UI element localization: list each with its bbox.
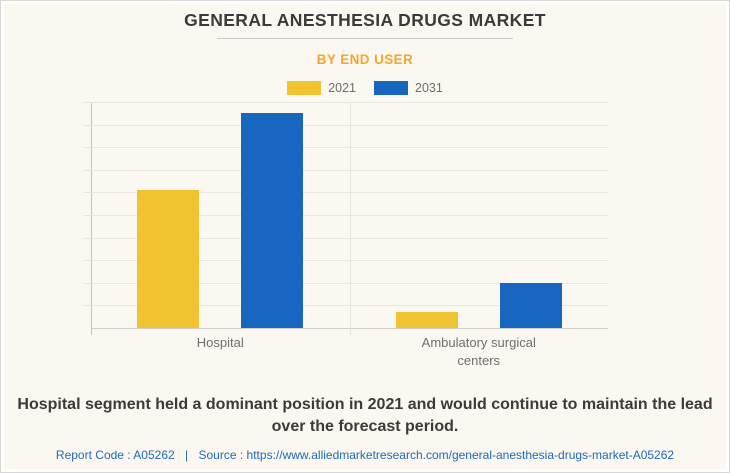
gridline bbox=[83, 124, 608, 126]
gridline bbox=[83, 282, 608, 284]
plot-area bbox=[83, 102, 608, 335]
gridline bbox=[83, 305, 608, 307]
legend-swatch-2021 bbox=[287, 81, 322, 95]
legend-item-2021[interactable]: 2021 bbox=[287, 81, 356, 95]
legend: 2021 2031 bbox=[4, 80, 726, 96]
bar-2031-hospital[interactable] bbox=[241, 113, 304, 328]
gridline bbox=[83, 237, 608, 239]
x-axis-label-ambulatory-surgical-centers: Ambulatory surgical centers bbox=[421, 335, 536, 368]
legend-label-2031: 2031 bbox=[415, 81, 443, 95]
chart-title: GENERAL ANESTHESIA DRUGS MARKET bbox=[184, 10, 546, 30]
source-label: Source : bbox=[198, 448, 244, 462]
category-divider-line bbox=[349, 102, 351, 335]
bar-2031-ambulatory-surgical-centers[interactable] bbox=[499, 282, 562, 328]
legend-item-2031[interactable]: 2031 bbox=[374, 81, 443, 95]
bar-2021-hospital[interactable] bbox=[137, 190, 200, 328]
bar-2021-ambulatory-surgical-centers[interactable] bbox=[395, 312, 458, 328]
title-divider bbox=[217, 38, 513, 39]
x-axis-labels: Hospital Ambulatory surgical centers bbox=[91, 334, 608, 369]
x-axis-label-hospital: Hospital bbox=[196, 335, 244, 350]
legend-label-2021: 2021 bbox=[328, 81, 356, 95]
gridline bbox=[83, 169, 608, 171]
pipe-separator: | bbox=[185, 448, 189, 462]
source-link[interactable]: https://www.alliedmarketresearch.com/gen… bbox=[246, 448, 675, 462]
source-line: Report Code : A05262 | Source : https://… bbox=[4, 448, 726, 462]
gridline bbox=[83, 147, 608, 149]
chart-panel: GENERAL ANESTHESIA DRUGS MARKET BY END U… bbox=[4, 4, 726, 469]
gridline bbox=[83, 215, 608, 216]
y-axis-line bbox=[91, 102, 92, 335]
gridline bbox=[83, 260, 608, 262]
summary-text: Hospital segment held a dominant positio… bbox=[17, 396, 713, 436]
gridline bbox=[83, 192, 608, 194]
gridline bbox=[83, 102, 608, 103]
report-code-text: Report Code : A05262 bbox=[55, 448, 175, 462]
legend-swatch-2031 bbox=[374, 81, 408, 95]
chart-subtitle: BY END USER bbox=[316, 52, 414, 67]
